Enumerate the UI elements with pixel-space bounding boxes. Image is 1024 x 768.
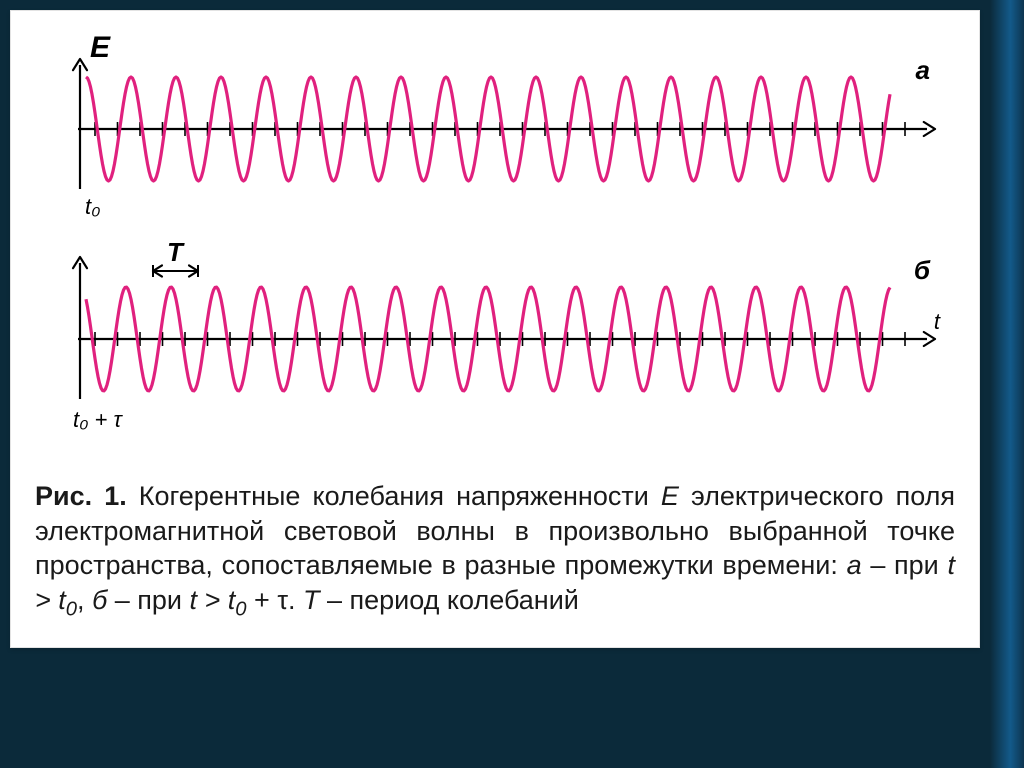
x-axis-label: t bbox=[934, 309, 941, 334]
panel-a: а t₀ E bbox=[73, 31, 935, 219]
caption-sym-E: E bbox=[661, 481, 679, 511]
period-marker: T bbox=[153, 237, 198, 277]
panel-b: б t₀ + τ t T bbox=[73, 237, 941, 432]
figure-card: а t₀ Eб t₀ + τ t T Рис. 1. Когерентные колеба… bbox=[10, 10, 980, 648]
period-label: T bbox=[167, 237, 185, 267]
caption-period-sym: T bbox=[303, 585, 320, 615]
panel-a-origin-label: t₀ bbox=[85, 194, 100, 219]
plot-container: а t₀ Eб t₀ + τ t T bbox=[35, 29, 955, 449]
caption-item-a-letter: а bbox=[847, 550, 862, 580]
caption-item-b-text: – при bbox=[107, 585, 189, 615]
slide-background: а t₀ Eб t₀ + τ t T Рис. 1. Когерентные колеба… bbox=[0, 0, 1024, 768]
caption-part1: Когерентные колебания напряженности bbox=[127, 481, 661, 511]
caption-item-b-letter: б bbox=[92, 585, 107, 615]
caption-item-b-tail: + τ. bbox=[247, 585, 303, 615]
y-axis-label: E bbox=[90, 31, 111, 64]
panel-b-letter: б bbox=[914, 255, 931, 285]
panel-b-origin-label: t₀ + τ bbox=[73, 407, 123, 432]
panel-a-letter: а bbox=[916, 55, 930, 85]
caption-fig-label: Рис. 1. bbox=[35, 481, 127, 511]
caption-period-text: – период колебаний bbox=[320, 585, 579, 615]
caption-item-b-rel: t > t bbox=[190, 585, 236, 615]
caption-item-a-sub: 0 bbox=[66, 598, 77, 620]
figure-caption: Рис. 1. Когерентные колебания напряженно… bbox=[35, 479, 955, 623]
caption-sep: , bbox=[77, 585, 92, 615]
side-accent bbox=[990, 0, 1024, 768]
caption-item-b-sub: 0 bbox=[235, 598, 246, 620]
waveform-figure: а t₀ Eб t₀ + τ t T bbox=[35, 29, 955, 449]
caption-item-a-text: – при bbox=[862, 550, 948, 580]
